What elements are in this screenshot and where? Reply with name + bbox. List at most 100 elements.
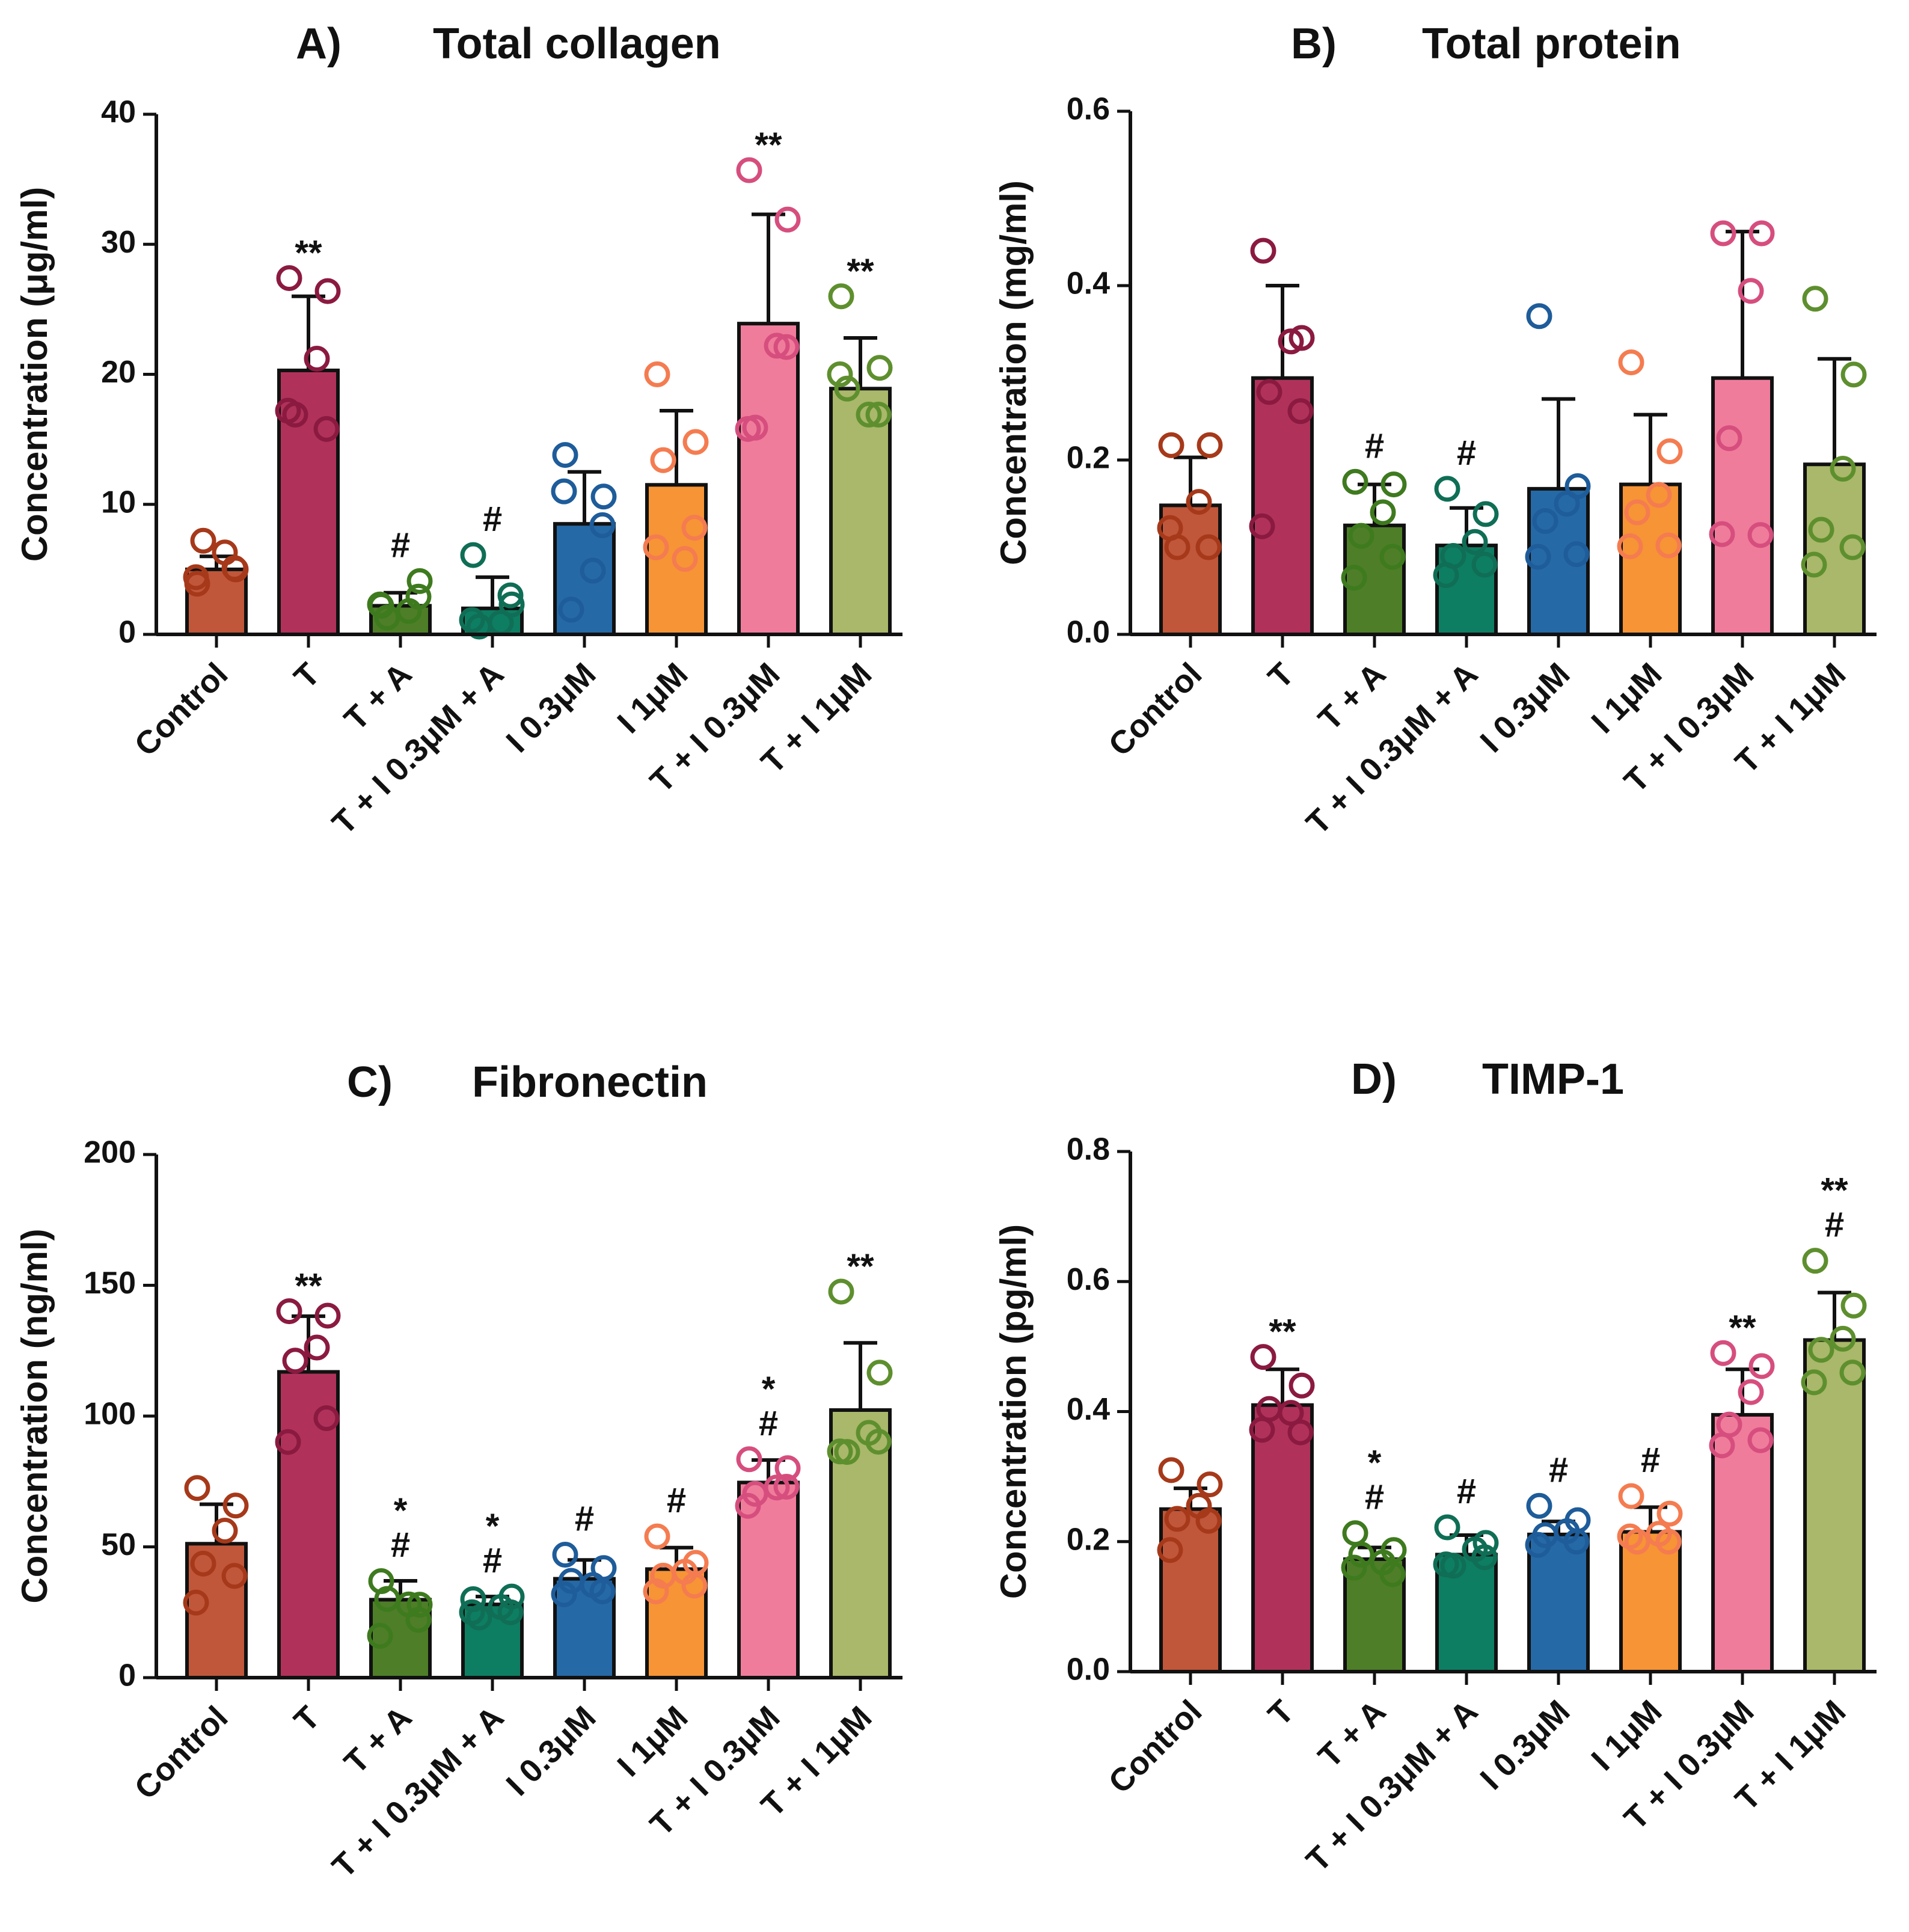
data-point <box>276 265 302 291</box>
category-label: I 0.3μM <box>1474 1693 1577 1797</box>
y-tick-label: 100 <box>84 1397 136 1432</box>
data-point <box>1808 517 1834 543</box>
data-point <box>866 355 893 381</box>
data-point <box>275 1429 301 1455</box>
data-point <box>773 1473 800 1500</box>
data-point <box>1710 220 1736 247</box>
data-point <box>589 512 616 538</box>
data-point <box>1830 1325 1856 1352</box>
significance-marker: ** <box>1269 1313 1296 1352</box>
category-label: I 0.3μM <box>1474 656 1577 759</box>
data-point <box>1748 1353 1775 1379</box>
data-point <box>1250 238 1276 264</box>
significance-marker: ** <box>847 1247 874 1286</box>
data-point <box>1801 551 1827 578</box>
bar <box>1711 376 1774 636</box>
significance-marker: ** <box>295 1267 322 1306</box>
significance-marker: # <box>1457 1472 1476 1511</box>
data-point <box>650 447 676 473</box>
significance-marker: ** <box>295 233 322 272</box>
bar <box>1343 1557 1406 1674</box>
category-label: Control <box>127 1699 234 1806</box>
significance-marker: # <box>759 1404 778 1443</box>
category-label: I 1μM <box>610 1699 694 1783</box>
bar <box>737 1480 800 1679</box>
bar <box>645 1567 708 1680</box>
bar <box>1159 503 1222 637</box>
bar <box>1159 1507 1222 1673</box>
data-point <box>1830 456 1856 482</box>
significance-marker: * <box>1368 1444 1382 1483</box>
data-point <box>1341 565 1367 591</box>
y-tick-label: 0.4 <box>1067 1392 1110 1427</box>
data-point <box>314 1302 341 1329</box>
data-point <box>406 568 433 594</box>
panel-letter: C) <box>347 1058 393 1106</box>
category-label: I 1μM <box>610 656 694 740</box>
data-point <box>275 397 301 424</box>
y-tick-label: 150 <box>84 1266 136 1301</box>
category-label: T <box>1261 656 1301 696</box>
data-point <box>828 1278 854 1305</box>
category-label: T + A <box>337 1699 418 1780</box>
data-point <box>1157 515 1183 541</box>
y-tick-label: 0.0 <box>1067 1652 1110 1687</box>
y-tick-label: 0.8 <box>1067 1132 1110 1167</box>
data-point <box>367 591 393 618</box>
data-point <box>460 542 486 568</box>
significance-marker: # <box>1641 1441 1660 1480</box>
data-point <box>367 1622 393 1649</box>
category-label: I 0.3μM <box>500 1699 603 1803</box>
data-point <box>735 1492 761 1519</box>
data-point <box>212 1518 238 1544</box>
data-point <box>827 1438 853 1465</box>
data-point <box>1709 1432 1735 1459</box>
data-point <box>644 361 670 387</box>
data-point <box>1716 425 1742 452</box>
data-point <box>1808 1337 1834 1363</box>
significance-marker: ** <box>1729 1308 1756 1348</box>
panel-title: TIMP-1 <box>1482 1055 1624 1103</box>
y-tick-label: 0 <box>118 1658 136 1693</box>
y-tick-label: 0.2 <box>1067 1522 1110 1557</box>
data-point <box>1434 476 1460 502</box>
panel-title: Fibronectin <box>472 1058 708 1106</box>
data-point <box>1342 1520 1368 1547</box>
data-point <box>1197 1471 1223 1498</box>
data-point <box>183 564 209 590</box>
category-label: T + A <box>1311 1693 1393 1774</box>
data-point <box>1709 521 1735 547</box>
data-point <box>580 557 606 584</box>
data-point <box>1341 1554 1367 1581</box>
data-point <box>1802 286 1828 312</box>
data-point <box>374 604 400 631</box>
panel-title: Total collagen <box>433 20 721 68</box>
bar <box>1803 462 1866 636</box>
data-point <box>1747 1427 1774 1453</box>
data-point <box>773 334 800 360</box>
data-point <box>1655 1529 1682 1555</box>
panel-a-total-collagen: A) Total collagen Concentration (μg/ml) Con… <box>14 20 902 841</box>
data-point <box>282 1348 308 1374</box>
significance-marker: # <box>1825 1206 1844 1245</box>
data-point <box>1197 432 1223 458</box>
data-point <box>1434 1514 1460 1541</box>
significance-marker: # <box>483 1541 502 1580</box>
category-label: T + A <box>337 656 418 737</box>
data-point <box>1348 523 1374 549</box>
bar <box>1435 544 1498 636</box>
data-point <box>589 1578 616 1604</box>
y-axis-label: Concentration (mg/ml) <box>993 180 1034 565</box>
y-tick-label: 50 <box>101 1527 136 1562</box>
data-point <box>1646 482 1672 508</box>
data-point <box>1287 398 1314 425</box>
data-point <box>1563 541 1590 568</box>
data-point <box>1164 1506 1190 1532</box>
data-point <box>1801 1369 1827 1396</box>
data-point <box>865 1429 892 1455</box>
data-point <box>1433 1551 1459 1578</box>
panel-letter: A) <box>296 20 342 68</box>
data-point <box>643 534 669 560</box>
data-point <box>1287 1419 1314 1446</box>
category-label: T + A <box>1311 656 1393 737</box>
